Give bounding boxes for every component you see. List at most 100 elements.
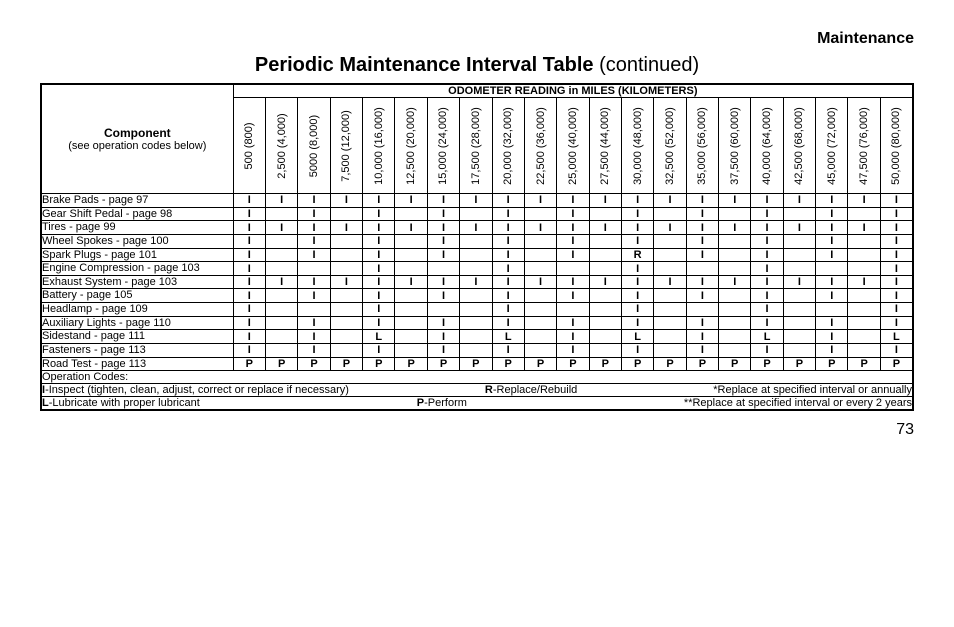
interval-cell (524, 316, 556, 330)
interval-cell (460, 344, 492, 358)
interval-cell: I (816, 344, 848, 358)
interval-cell: I (557, 221, 589, 235)
interval-cell: I (427, 275, 459, 289)
interval-cell: I (298, 330, 330, 344)
interval-cell (654, 207, 686, 221)
table-row: Battery - page 105IIIIIIIIIII (41, 289, 913, 303)
interval-cell: I (492, 316, 524, 330)
mile-header-label: 17,500 (28,000) (470, 107, 482, 185)
interval-cell (589, 330, 621, 344)
interval-cell: L (492, 330, 524, 344)
interval-cell: P (298, 357, 330, 371)
mile-header: 50,000 (80,000) (880, 98, 913, 194)
opcode-item: **Replace at specified interval or every… (684, 397, 912, 409)
interval-cell: I (298, 289, 330, 303)
interval-cell: I (460, 221, 492, 235)
table-row: Spark Plugs - page 101IIIIIIRIIII (41, 248, 913, 262)
page-number: 73 (40, 421, 914, 439)
interval-cell (460, 262, 492, 276)
mile-header: 10,000 (16,000) (363, 98, 395, 194)
interval-cell: I (880, 344, 913, 358)
interval-cell (266, 234, 298, 248)
interval-cell (460, 303, 492, 317)
mile-header: 2,500 (4,000) (266, 98, 298, 194)
interval-cell (848, 248, 880, 262)
title-rest: (continued) (599, 54, 699, 76)
interval-cell (848, 303, 880, 317)
mile-header-label: 45,000 (72,000) (826, 107, 838, 185)
interval-cell (719, 289, 751, 303)
component-label: Spark Plugs - page 101 (41, 248, 233, 262)
interval-cell (298, 303, 330, 317)
interval-cell: I (557, 344, 589, 358)
mile-header: 5000 (8,000) (298, 98, 330, 194)
interval-cell: I (330, 194, 362, 208)
interval-cell: I (816, 234, 848, 248)
interval-cell (848, 289, 880, 303)
component-label: Sidestand - page 111 (41, 330, 233, 344)
mile-header-label: 7,500 (12,000) (340, 110, 352, 182)
interval-cell: I (557, 194, 589, 208)
mile-header-label: 10,000 (16,000) (373, 107, 385, 185)
mile-header: 45,000 (72,000) (816, 98, 848, 194)
opcode-item: P-Perform (417, 397, 467, 409)
interval-cell: P (719, 357, 751, 371)
interval-cell: I (816, 289, 848, 303)
interval-cell (654, 248, 686, 262)
mile-header-label: 20,000 (32,000) (502, 107, 514, 185)
interval-cell: L (880, 330, 913, 344)
section-label: Maintenance (40, 30, 914, 48)
mile-header-label: 22,500 (36,000) (535, 107, 547, 185)
mile-header: 12,500 (20,000) (395, 98, 427, 194)
interval-cell (330, 207, 362, 221)
interval-cell: I (233, 303, 265, 317)
interval-cell (524, 248, 556, 262)
interval-cell: P (816, 357, 848, 371)
interval-cell (460, 234, 492, 248)
interval-cell (783, 289, 815, 303)
interval-cell: I (686, 248, 718, 262)
interval-cell: I (524, 221, 556, 235)
component-label: Gear Shift Pedal - page 98 (41, 207, 233, 221)
interval-cell (395, 248, 427, 262)
interval-cell: I (233, 316, 265, 330)
interval-cell: I (621, 303, 653, 317)
mile-header-label: 32,500 (52,000) (664, 107, 676, 185)
interval-cell: I (751, 303, 783, 317)
interval-cell: R (621, 248, 653, 262)
interval-cell: I (460, 275, 492, 289)
interval-cell (330, 316, 362, 330)
mile-header-label: 2,500 (4,000) (276, 113, 288, 178)
interval-cell: I (686, 207, 718, 221)
interval-cell (266, 248, 298, 262)
interval-cell: I (621, 221, 653, 235)
interval-cell (719, 207, 751, 221)
interval-cell (395, 344, 427, 358)
mile-header: 47,500 (76,000) (848, 98, 880, 194)
interval-cell: I (783, 194, 815, 208)
interval-cell (783, 262, 815, 276)
interval-cell: P (848, 357, 880, 371)
title-bold: Periodic Maintenance Interval Table (255, 54, 594, 76)
interval-cell (266, 344, 298, 358)
interval-cell (460, 248, 492, 262)
interval-cell: I (816, 330, 848, 344)
interval-cell: I (557, 316, 589, 330)
interval-cell: I (330, 275, 362, 289)
interval-cell (524, 303, 556, 317)
interval-cell: I (427, 330, 459, 344)
interval-cell (719, 330, 751, 344)
opcode-item: I-Inspect (tighten, clean, adjust, corre… (42, 384, 349, 396)
interval-cell: I (427, 221, 459, 235)
interval-cell (330, 289, 362, 303)
interval-cell: P (233, 357, 265, 371)
interval-cell: I (363, 303, 395, 317)
interval-cell: I (751, 207, 783, 221)
interval-cell: I (621, 316, 653, 330)
interval-cell (719, 344, 751, 358)
interval-cell: P (524, 357, 556, 371)
interval-cell (330, 344, 362, 358)
interval-cell (654, 316, 686, 330)
interval-cell: I (654, 194, 686, 208)
opcodes-line: L-Lubricate with proper lubricantP-Perfo… (41, 397, 913, 411)
